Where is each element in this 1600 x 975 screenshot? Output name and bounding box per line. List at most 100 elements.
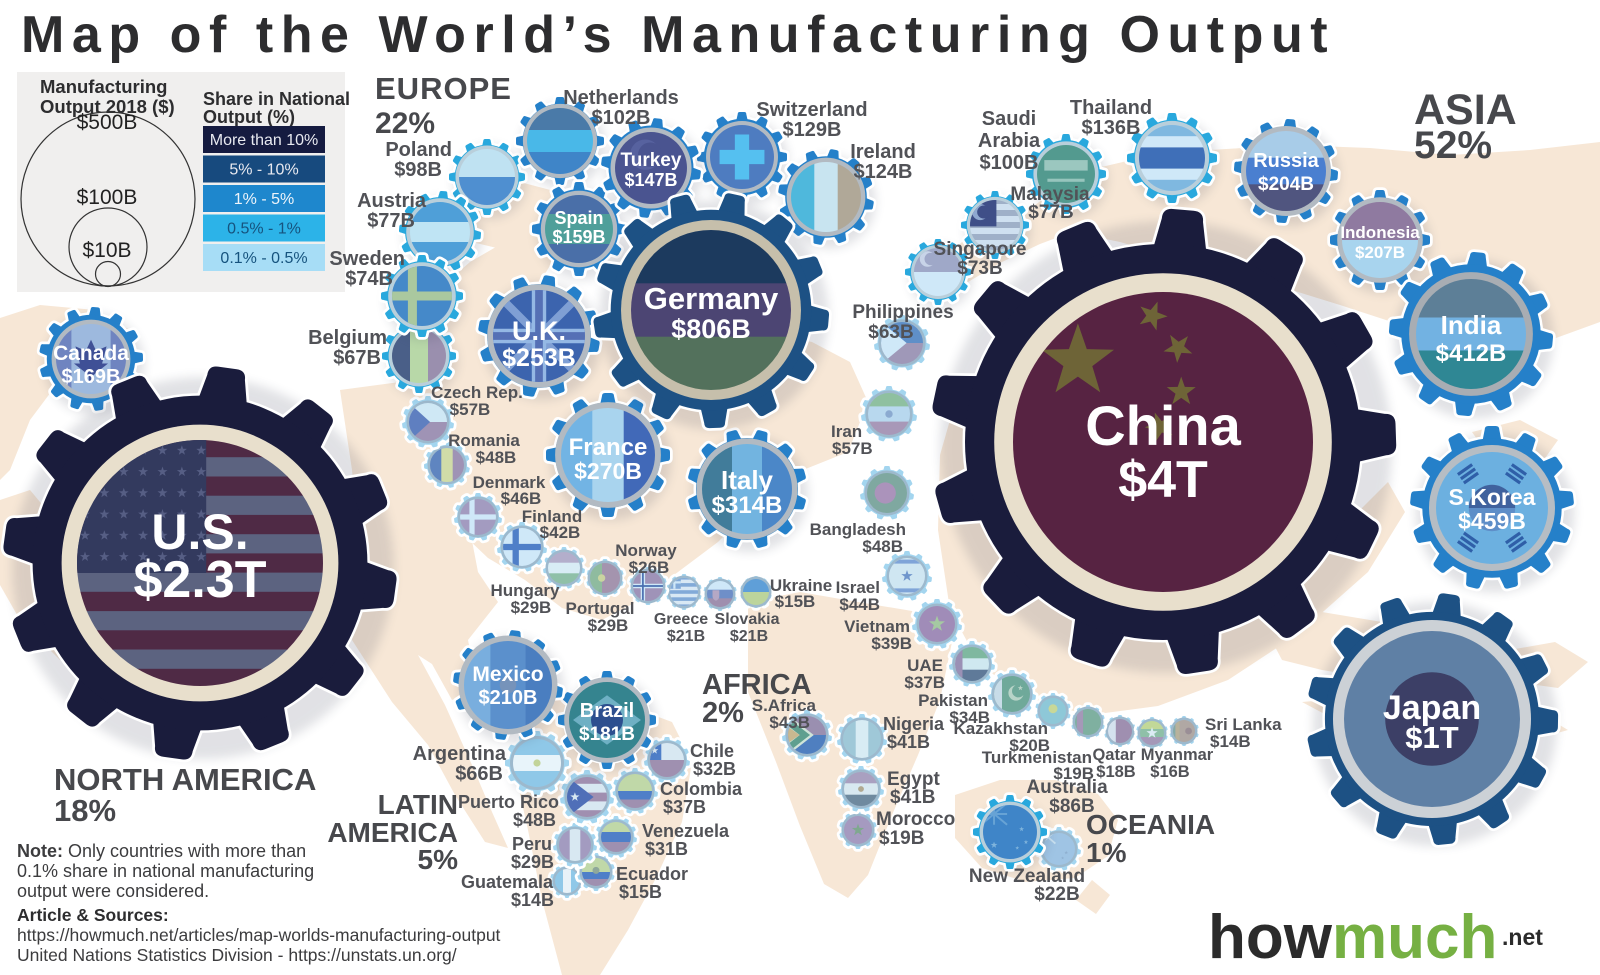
svg-text:Output (%): Output (%) [203, 107, 295, 127]
svg-text:Nigeria: Nigeria [883, 714, 945, 734]
svg-text:Turkmenistan: Turkmenistan [982, 748, 1092, 767]
svg-text:$44B: $44B [839, 595, 880, 614]
svg-text:5% - 10%: 5% - 10% [229, 162, 298, 179]
svg-text:Finland: Finland [522, 507, 582, 526]
svg-text:Israel: Israel [836, 578, 880, 597]
svg-text:U.S.: U.S. [151, 504, 248, 560]
svg-text:0.1% share in national manufac: 0.1% share in national manufacturing [17, 861, 314, 881]
svg-text:$74B: $74B [345, 268, 393, 290]
svg-text:$15B: $15B [619, 882, 662, 902]
svg-text:Spain: Spain [554, 208, 603, 228]
svg-text:$21B: $21B [667, 628, 705, 645]
svg-text:Mexico: Mexico [472, 663, 543, 686]
svg-text:Qatar: Qatar [1092, 746, 1136, 764]
svg-text:$270B: $270B [574, 458, 642, 484]
svg-text:France: France [569, 434, 648, 461]
svg-text:$41B: $41B [887, 732, 930, 752]
svg-text:.net: .net [1502, 924, 1543, 950]
svg-text:$73B: $73B [957, 258, 1002, 279]
svg-text:Manufacturing: Manufacturing [40, 76, 167, 97]
svg-text:Pakistan: Pakistan [918, 691, 988, 710]
svg-text:$20B: $20B [1009, 736, 1050, 755]
svg-text:$14B: $14B [511, 890, 554, 910]
svg-text:$459B: $459B [1458, 508, 1526, 534]
svg-text:Indonesia: Indonesia [1340, 223, 1420, 242]
svg-text:Myanmar: Myanmar [1141, 746, 1214, 764]
svg-text:$253B: $253B [502, 344, 576, 372]
svg-text:$29B: $29B [511, 598, 552, 617]
svg-text:AMERICA: AMERICA [327, 817, 458, 848]
svg-text:52%: 52% [1414, 124, 1492, 167]
svg-text:Kazakhstan: Kazakhstan [954, 719, 1048, 738]
svg-text:2%: 2% [702, 697, 744, 729]
svg-text:OCEANIA: OCEANIA [1086, 809, 1215, 840]
svg-text:0.1% - 0.5%: 0.1% - 0.5% [220, 250, 307, 267]
svg-text:18%: 18% [54, 793, 116, 828]
svg-text:Greece: Greece [654, 611, 708, 628]
svg-text:$100B: $100B [980, 152, 1039, 174]
svg-text:$21B: $21B [730, 628, 768, 645]
svg-text:Netherlands: Netherlands [563, 87, 679, 109]
svg-text:Saudi: Saudi [982, 108, 1036, 130]
svg-text:Share in National: Share in National [203, 89, 350, 109]
svg-text:$4T: $4T [1118, 451, 1208, 509]
svg-text:$169B: $169B [62, 366, 121, 388]
svg-text:Canada: Canada [53, 342, 129, 365]
svg-text:howmuch: howmuch [1208, 903, 1497, 972]
svg-text:Article & Sources:: Article & Sources: [17, 905, 169, 925]
svg-text:Germany: Germany [644, 281, 779, 316]
svg-text:Russia: Russia [1253, 150, 1319, 172]
svg-text:Japan: Japan [1383, 689, 1481, 727]
svg-text:Thailand: Thailand [1070, 97, 1152, 119]
svg-text:U.K.: U.K. [512, 316, 566, 346]
svg-text:$16B: $16B [1150, 763, 1190, 781]
svg-text:Czech Rep.: Czech Rep. [431, 383, 523, 402]
svg-text:Romania: Romania [448, 431, 520, 450]
svg-text:Arabia: Arabia [978, 130, 1041, 152]
svg-text:Vietnam: Vietnam [844, 617, 910, 636]
svg-text:Turkey: Turkey [621, 150, 682, 171]
svg-text:$412B: $412B [1436, 340, 1507, 367]
svg-text:$32B: $32B [693, 759, 736, 779]
svg-text:Singapore: Singapore [934, 239, 1027, 260]
svg-text:$10B: $10B [82, 239, 131, 262]
svg-text:$48B: $48B [476, 448, 517, 467]
svg-text:$48B: $48B [862, 537, 903, 556]
svg-text:$136B: $136B [1082, 117, 1141, 139]
svg-text:Malaysia: Malaysia [1010, 184, 1090, 205]
svg-text:Ukraine: Ukraine [770, 576, 832, 595]
svg-text:$34B: $34B [949, 708, 990, 727]
svg-text:Switzerland: Switzerland [756, 99, 867, 121]
svg-text:India: India [1441, 310, 1502, 340]
svg-text:5%: 5% [418, 844, 459, 875]
svg-text:New Zealand: New Zealand [969, 866, 1085, 887]
svg-text:Poland: Poland [385, 139, 452, 161]
svg-text:Ireland: Ireland [850, 141, 916, 163]
svg-text:$129B: $129B [783, 119, 842, 141]
svg-text:$806B: $806B [671, 314, 751, 344]
svg-text:Belgium: Belgium [308, 327, 387, 349]
svg-text:$204B: $204B [1258, 174, 1314, 195]
svg-text:Puerto Rico: Puerto Rico [458, 792, 559, 812]
svg-text:Denmark: Denmark [473, 473, 546, 492]
svg-text:output were considered.: output were considered. [17, 881, 209, 901]
svg-text:$19B: $19B [1053, 764, 1094, 783]
svg-text:S.Korea: S.Korea [1449, 484, 1536, 510]
svg-text:$43B: $43B [769, 713, 810, 732]
svg-text:$37B: $37B [663, 797, 706, 817]
svg-text:Slovakia: Slovakia [715, 611, 780, 628]
svg-text:Colombia: Colombia [660, 779, 743, 799]
svg-text:$207B: $207B [1355, 243, 1405, 262]
svg-text:Italy: Italy [721, 465, 774, 495]
svg-text:$100B: $100B [77, 186, 138, 209]
svg-text:$63B: $63B [868, 322, 913, 343]
svg-text:Sri Lanka: Sri Lanka [1205, 715, 1282, 734]
svg-text:$77B: $77B [1028, 202, 1073, 223]
svg-text:$86B: $86B [1049, 796, 1094, 817]
svg-text:$29B: $29B [588, 616, 629, 635]
svg-text:$18B: $18B [1096, 763, 1136, 781]
svg-text:$41B: $41B [890, 787, 935, 808]
svg-text:$98B: $98B [394, 159, 442, 181]
svg-text:$66B: $66B [455, 763, 503, 785]
svg-text:More than 10%: More than 10% [210, 132, 319, 149]
